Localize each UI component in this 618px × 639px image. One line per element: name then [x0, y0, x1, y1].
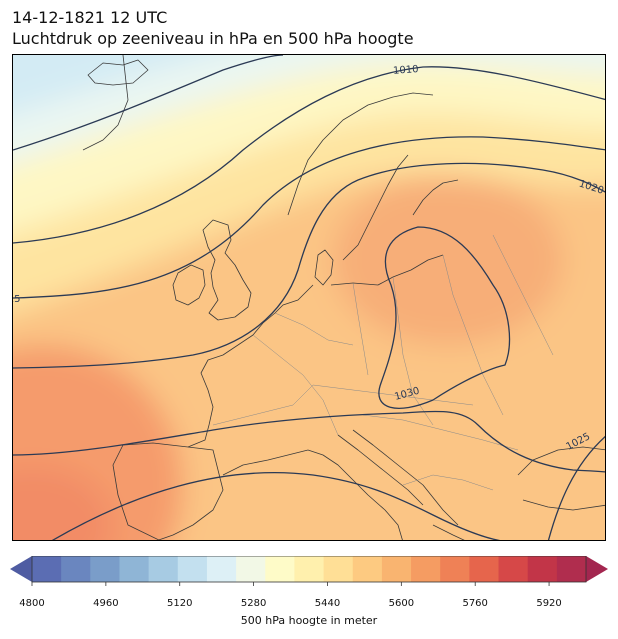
isobars: [13, 55, 605, 540]
borders: [212, 234, 554, 491]
colorbar: [10, 556, 608, 586]
isobar-1025: [51, 471, 501, 540]
colorbar-segment: [527, 556, 558, 582]
colorbar-segment: [469, 556, 500, 582]
colorbar-segment: [440, 556, 470, 582]
colorbar-tick-marks: [31, 582, 550, 586]
colorbar-tick-label: 4800: [19, 598, 45, 609]
scandinavia-coast: [287, 92, 434, 216]
colorbar-segment: [119, 556, 150, 582]
italy-coast: [307, 449, 403, 540]
weather-map: 1010 1020 1030 1025 1015: [12, 54, 606, 541]
colorbar-segment: [323, 556, 354, 582]
colorbar-tick-label: 5280: [240, 598, 267, 609]
black-sea-coast: [517, 446, 605, 476]
isobar-1030: [378, 226, 511, 409]
colorbar-segment: [556, 556, 587, 582]
height-field: [13, 55, 605, 540]
colorbar-tick-label: 5120: [166, 598, 193, 609]
colorbar-frame: [31, 556, 587, 583]
iceland-coast: [87, 59, 149, 86]
isobar-1025-east: [547, 435, 605, 540]
colorbar-segment: [61, 556, 91, 582]
isobar-label-1015: 1015: [13, 294, 20, 305]
colorbar-tick-label: 5600: [388, 598, 415, 609]
continent-coast: [112, 284, 314, 540]
colorbar-segment: [177, 556, 208, 582]
great-britain-coast: [202, 219, 252, 321]
colorbar-segment: [148, 556, 179, 582]
isobar-1015: [13, 136, 605, 299]
colorbar-segment: [498, 556, 529, 582]
colorbar-segment: [90, 556, 121, 582]
isobar-1010: [13, 66, 605, 244]
map-title-date: 14-12-1821 12 UTC: [12, 8, 168, 27]
colorbar-segment: [32, 556, 62, 582]
finland-coast: [412, 179, 459, 216]
ireland-coast: [172, 264, 206, 306]
black-sea-south: [522, 499, 605, 511]
isobar-1005: [13, 55, 284, 151]
greenland-coast: [82, 55, 129, 151]
colorbar-segment: [236, 556, 266, 582]
colorbar-segments: [32, 556, 587, 582]
isobar-label-1010: 1010: [393, 64, 419, 77]
colorbar-tick-label: 5920: [536, 598, 562, 609]
colorbar-segment: [265, 556, 296, 582]
colorbar-extend-min: [10, 556, 32, 582]
colorbar-segment: [411, 556, 441, 582]
colorbar-segment: [381, 556, 412, 582]
isobar-1020: [13, 162, 605, 369]
adriatic-coast: [352, 429, 459, 526]
italy-east-coast: [337, 434, 424, 506]
colorbar-segment: [352, 556, 383, 582]
iberia-coast: [157, 446, 224, 540]
colorbar-segment: [294, 556, 325, 582]
greece-coast: [432, 524, 465, 540]
denmark-coast: [314, 249, 334, 286]
sweden-coast: [342, 154, 409, 261]
colorbar-segment: [206, 556, 237, 582]
colorbar-tick-label: 5440: [314, 598, 341, 609]
colorbar-tick-label: 5760: [462, 598, 488, 609]
colorbar-title: 500 hPa hoogte in meter: [240, 614, 378, 627]
map-title-description: Luchtdruk op zeeniveau in hPa en 500 hPa…: [12, 29, 414, 48]
colorbar-extend-max: [586, 556, 608, 582]
france-med-coast: [222, 449, 309, 476]
isobar-1030-south: [13, 410, 605, 473]
colorbar-tick-label: 4960: [93, 598, 119, 609]
